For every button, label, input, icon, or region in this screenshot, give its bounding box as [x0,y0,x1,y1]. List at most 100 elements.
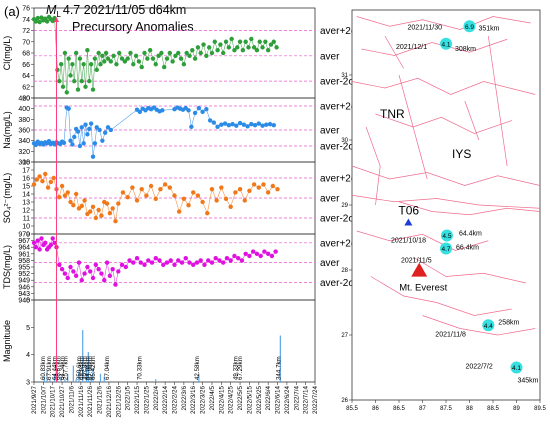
data-point-tds [123,264,128,270]
data-point-tds [146,258,151,263]
band-label-mean: aver [320,258,340,269]
fault-line [398,74,428,180]
data-point-na [68,138,73,143]
earthquake-date: 2022/7/2 [466,364,493,371]
data-point-cl [232,47,237,53]
map-x-tick-label: 88 [466,406,473,412]
data-point-na [215,124,220,129]
y-axis-label: Magnitude [2,320,12,362]
data-point-tds [79,278,84,283]
data-point-tds [209,260,215,265]
x-tick-label: 2022/1/15 [134,386,141,415]
data-point-so4 [93,215,99,221]
data-point-cl [79,78,84,84]
data-point-cl [62,50,68,56]
data-point-cl [117,50,122,56]
data-point-na [204,107,209,112]
map-frame [351,9,541,401]
data-point-cl [64,90,69,95]
x-tick-label: 2022/5/25 [256,386,263,415]
data-point-na [92,141,98,146]
map-x-tick-label: 86.5 [393,406,405,412]
data-point-tds [76,260,82,265]
data-point-cl [178,56,184,61]
x-tick-label: 2022/4/15 [218,386,225,415]
x-tick-label: 2021/10/27 [59,386,66,418]
data-point-tds [247,253,252,259]
y-tick-label: 9 [26,232,30,239]
data-point-tds [37,247,42,252]
data-point-tds [104,260,110,265]
x-tick-label: 2022/3/16 [190,386,197,415]
band-label-low: aver-2σ [320,142,355,153]
x-tick-label: 2021/12/16 [106,386,113,418]
data-point-cl [187,53,192,59]
data-point-tds [221,260,226,265]
data-point-tds [179,260,185,265]
subplot-frame [33,233,316,301]
data-point-cl [195,45,201,50]
data-point-tds [50,236,55,241]
data-point-so4 [148,183,154,189]
earthquake-magnitude: 4.5 [442,233,451,240]
data-point-cl [229,36,234,42]
earthquake-magnitude: 4.4 [484,323,493,330]
data-point-cl [70,62,75,67]
fault-line [356,16,531,30]
data-point-so4 [172,193,177,198]
data-point-cl [105,56,111,61]
earthquake-marker [510,361,523,374]
data-point-tds [172,262,177,267]
data-point-so4 [228,204,233,209]
distance-annotation: 67.04km [104,356,111,380]
data-point-cl [268,42,274,47]
panel-b-map: (b)85.58686.58787.58888.58989.5262728293… [341,9,546,412]
map-x-tick-label: 89 [513,406,520,412]
data-point-tds [265,251,271,256]
data-point-tds [228,258,233,263]
data-point-so4 [237,187,243,192]
series-line-cl [33,16,277,93]
y-tick-label: 17 [22,168,30,175]
data-point-cl [128,50,133,56]
data-point-na [234,123,239,128]
data-point-cl [218,42,223,47]
data-point-na [245,124,250,129]
data-point-na [260,123,265,128]
data-point-tds [99,271,104,276]
data-point-so4 [107,211,113,216]
data-point-cl [114,62,119,67]
distance-annotation: 350.6km [76,356,83,380]
data-point-tds [35,238,40,243]
data-point-cl [100,53,105,59]
data-point-so4 [57,195,62,200]
data-point-cl [35,15,40,21]
data-point-na [256,121,261,126]
distance-annotation: 64.34km [59,356,66,380]
data-point-tds [217,258,222,263]
data-point-so4 [73,191,79,197]
data-point-na [271,123,276,128]
y-tick-label: 360 [18,128,30,135]
data-point-cl [209,50,215,56]
data-point-cl [204,53,209,59]
data-point-cl [145,56,150,61]
data-point-cl [167,50,173,56]
data-point-na [230,121,235,127]
data-point-tds [164,260,170,265]
data-point-na [72,134,77,140]
data-point-tds [157,258,162,263]
data-point-tds [116,269,121,274]
fault-line [398,201,541,216]
data-point-so4 [90,204,96,209]
data-point-na [186,108,191,113]
data-point-cl [254,47,260,53]
fault-line [351,194,541,209]
data-point-so4 [130,185,135,190]
data-point-na [33,142,39,148]
map-x-tick-label: 88.5 [487,406,499,412]
data-point-na [75,129,81,134]
data-point-so4 [275,187,280,192]
data-point-tds [33,245,39,250]
distance-annotation: 67.91km [46,356,53,380]
